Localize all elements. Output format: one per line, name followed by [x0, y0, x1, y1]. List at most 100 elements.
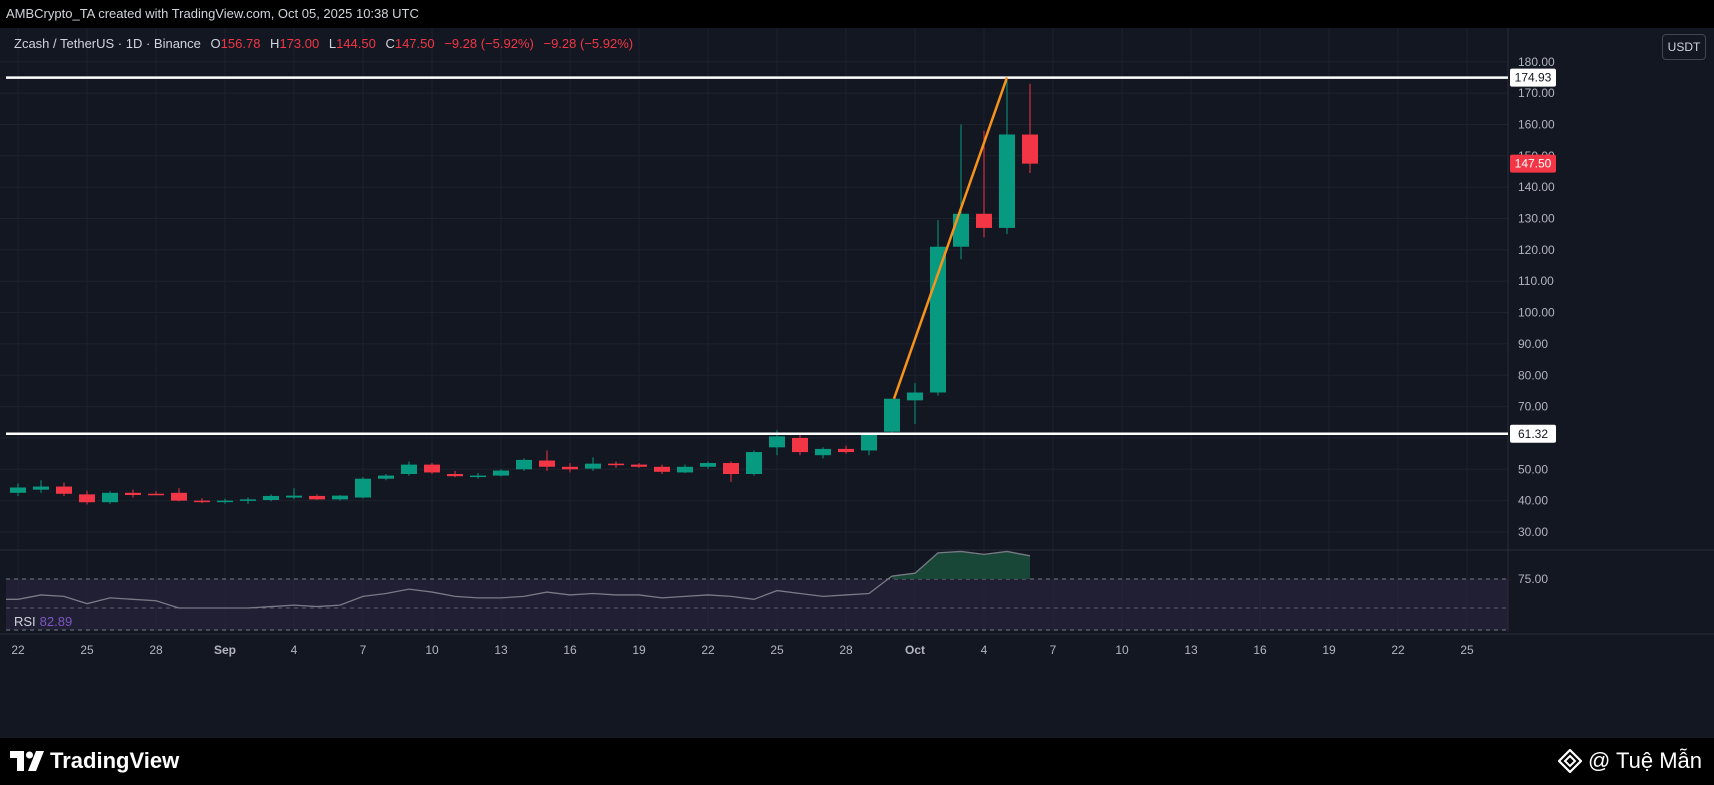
candle-body	[769, 436, 785, 448]
brand-name: TradingView	[50, 748, 180, 773]
rsi-value: 82.89	[39, 614, 73, 629]
tradingview-logo-icon	[10, 751, 44, 771]
candle-body	[861, 434, 877, 451]
change-value-2: −9.28 (−5.92%)	[543, 36, 634, 51]
candle-body	[10, 487, 26, 493]
price-chart[interactable]: 30.0040.0050.0060.0070.0080.0090.00100.0…	[0, 28, 1714, 738]
candle-body	[217, 500, 233, 503]
time-tick-label: Sep	[214, 643, 236, 657]
price-tick-label: 50.00	[1518, 462, 1548, 476]
price-tick-label: 80.00	[1518, 368, 1548, 382]
level-label: 174.93	[1515, 71, 1552, 85]
currency-button[interactable]: USDT	[1662, 34, 1706, 60]
price-tick-label: 70.00	[1518, 400, 1548, 414]
candle-body	[355, 478, 371, 498]
price-tick-label: 120.00	[1518, 243, 1555, 257]
price-tick-label: 170.00	[1518, 86, 1555, 100]
time-tick-label: 16	[563, 643, 577, 657]
time-tick-label: 25	[770, 643, 784, 657]
time-tick-label: 19	[632, 643, 646, 657]
rsi-line	[6, 550, 1031, 609]
attribution-bar: AMBCrypto_TA created with TradingView.co…	[0, 0, 1714, 28]
candle-body	[562, 466, 578, 470]
rsi-overbought-fill	[892, 551, 1030, 579]
candle-body	[33, 486, 49, 490]
credit-text: @ Tuệ Mẫn	[1587, 748, 1702, 773]
low-value: 144.50	[336, 36, 376, 51]
time-tick-label: 4	[291, 643, 298, 657]
candle-body	[447, 474, 463, 477]
change-value: −9.28 (−5.92%)	[444, 36, 534, 51]
candle-body	[240, 499, 256, 501]
candle-body	[953, 213, 969, 247]
candle-body	[148, 493, 164, 496]
level-tag	[1510, 68, 1556, 87]
candle-body	[378, 475, 394, 479]
candle-body	[125, 492, 141, 496]
time-tick-label: 19	[1322, 643, 1336, 657]
open-label: O	[210, 36, 221, 51]
price-tick-label: 90.00	[1518, 337, 1548, 351]
price-tick-label: 160.00	[1518, 117, 1555, 131]
candle-body	[470, 475, 486, 478]
time-tick-label: 22	[701, 643, 715, 657]
candle-body	[539, 460, 555, 467]
candle-body	[746, 452, 762, 475]
close-value: 147.50	[394, 36, 435, 51]
rsi-label[interactable]: RSI	[14, 614, 36, 629]
price-tick-label: 130.00	[1518, 212, 1555, 226]
candle-body	[516, 459, 532, 470]
current-price-tag	[1510, 154, 1556, 173]
high-label: H	[270, 36, 280, 51]
level-tag	[1510, 424, 1556, 443]
candle-body	[677, 466, 693, 473]
trendline	[892, 77, 1009, 400]
candle-body	[700, 463, 716, 467]
time-tick-label: 28	[839, 643, 853, 657]
time-tick-label: 13	[494, 643, 508, 657]
time-tick-label: 28	[149, 643, 163, 657]
current-price-label: 147.50	[1515, 157, 1552, 171]
candle-body	[654, 466, 670, 472]
attribution-text: AMBCrypto_TA created with TradingView.co…	[6, 6, 419, 21]
time-tick-label: Oct	[905, 643, 925, 657]
candle-body	[56, 486, 72, 494]
rsi-legend: RSI 82.89	[14, 614, 72, 629]
time-tick-label: 4	[981, 643, 988, 657]
candle-body	[332, 495, 348, 500]
chart-area[interactable]: 30.0040.0050.0060.0070.0080.0090.00100.0…	[0, 28, 1714, 738]
low-label: L	[328, 36, 337, 51]
candle-body	[401, 464, 417, 475]
footer-bar: TradingView @ Tuệ Mẫn	[0, 738, 1714, 785]
candle-body	[309, 495, 325, 500]
candle-body	[884, 398, 900, 432]
time-tick-label: 22	[11, 643, 25, 657]
candle-body	[585, 463, 601, 469]
candle-body	[171, 492, 187, 501]
time-tick-label: 13	[1184, 643, 1198, 657]
candle-body	[263, 495, 279, 501]
high-value: 173.00	[279, 36, 320, 51]
candle-body	[194, 500, 210, 503]
candle-body	[907, 392, 923, 401]
price-tick-label: 30.00	[1518, 525, 1548, 539]
candle-body	[286, 495, 302, 498]
time-tick-label: 16	[1253, 643, 1267, 657]
level-label: 61.32	[1518, 427, 1548, 441]
candle-body	[608, 463, 624, 466]
candle-body	[631, 464, 647, 467]
rsi-band	[6, 579, 1508, 630]
price-tick-label: 110.00	[1518, 274, 1554, 288]
time-tick-label: 25	[1460, 643, 1474, 657]
time-tick-label: 7	[360, 643, 367, 657]
candle-body	[102, 492, 118, 503]
time-tick-label: 25	[80, 643, 94, 657]
candle-body	[79, 494, 95, 503]
rsi-tick-label: 75.00	[1518, 572, 1548, 586]
time-tick-label: 10	[425, 643, 439, 657]
price-tick-label: 100.00	[1518, 306, 1555, 320]
time-tick-label: 7	[1050, 643, 1057, 657]
symbol-label[interactable]: Zcash / TetherUS · 1D · Binance	[14, 36, 201, 51]
candle-body	[999, 134, 1015, 228]
candle-body	[723, 463, 739, 475]
